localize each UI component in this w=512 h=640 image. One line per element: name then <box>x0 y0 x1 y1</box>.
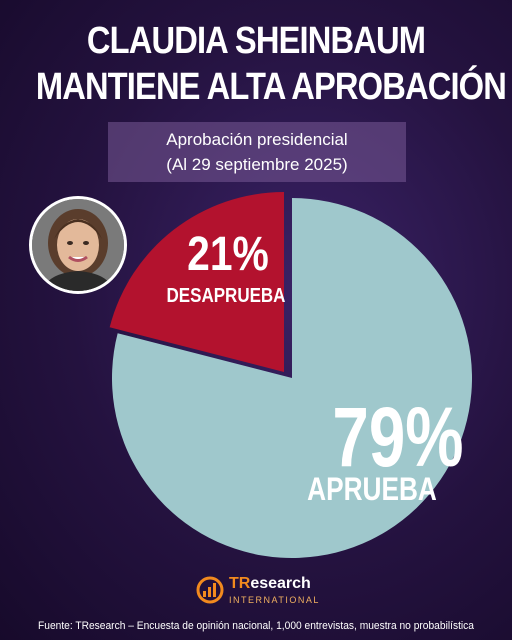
subtitle-line-2: (Al 29 septiembre 2025) <box>166 155 348 174</box>
desaprueba-value-label: 21% <box>187 228 269 281</box>
headline-line-1: CLAUDIA SHEINBAUM <box>86 20 426 62</box>
tresearch-logo: TResearch INTERNATIONAL <box>195 573 325 611</box>
pie-slice-aprueba <box>111 198 473 558</box>
logo-icon <box>196 576 224 604</box>
pie-slice-desaprueba <box>109 192 284 372</box>
logo-subtitle: INTERNATIONAL <box>229 595 320 605</box>
desaprueba-label: DESAPRUEBA <box>167 284 286 307</box>
aprueba-value-label: 79% <box>332 390 463 484</box>
logo-name-prefix: TR <box>229 575 251 592</box>
subtitle-box: Aprobación presidencial (Al 29 septiembr… <box>108 122 406 182</box>
aprueba-label: APRUEBA <box>307 473 437 508</box>
source-note: Fuente: TResearch – Encuesta de opinión … <box>38 620 474 632</box>
subtitle-line-1: Aprobación presidencial <box>166 130 348 149</box>
headline: CLAUDIA SHEINBAUM MANTIENE ALTA APROBACI… <box>35 18 507 110</box>
headline-line-2: MANTIENE ALTA APROBACIÓN <box>35 66 507 108</box>
logo-name: TResearch <box>229 575 311 593</box>
avatar <box>29 196 127 294</box>
portrait-icon <box>32 199 124 291</box>
logo-name-rest: esearch <box>250 575 311 592</box>
